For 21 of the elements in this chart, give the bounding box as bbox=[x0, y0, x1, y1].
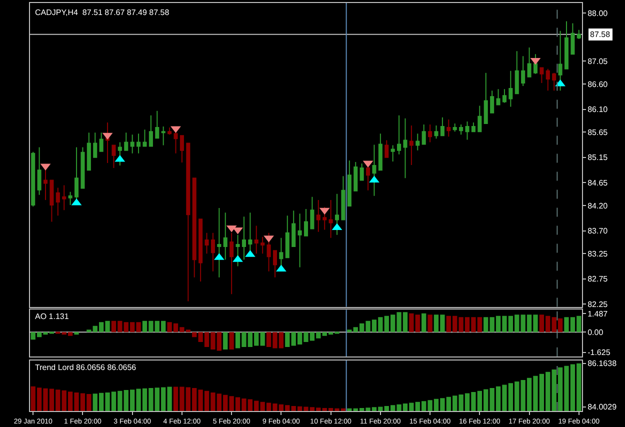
y-tick-label: 0.00 bbox=[588, 328, 604, 337]
y-tick-label: 85.65 bbox=[588, 128, 608, 137]
y-tick-label: 87.05 bbox=[588, 57, 608, 66]
text: CADJPY,H4 87.51 87.67 87.49 87.58 bbox=[35, 8, 170, 17]
y-tick-label: 84.20 bbox=[588, 201, 608, 210]
y-tick-label: 82.75 bbox=[588, 274, 608, 284]
y-tick-label: 1.487 bbox=[588, 309, 608, 318]
chart-title: AO 1.131 bbox=[35, 312, 70, 321]
y-tick-label: 84.0029 bbox=[588, 402, 618, 412]
y-tick-label: 86.10 bbox=[588, 105, 608, 114]
chart-title: Trend Lord 86.0656 86.0656 bbox=[35, 363, 137, 372]
y-tick-label: 86.1638 bbox=[588, 359, 618, 368]
y-tick-label: 83.70 bbox=[588, 226, 608, 236]
y-tick-label: 88.00 bbox=[588, 8, 608, 18]
y-tick-label: 83.25 bbox=[588, 249, 608, 258]
y-tick-label: 84.65 bbox=[588, 178, 608, 188]
ref-line-label: 87.58 bbox=[590, 30, 611, 39]
y-tick-label: 85.15 bbox=[588, 153, 608, 162]
y-tick-label: 86.60 bbox=[588, 80, 608, 89]
y-tick-label: -1.625 bbox=[588, 348, 611, 358]
y-tick-label: 82.25 bbox=[588, 300, 608, 310]
